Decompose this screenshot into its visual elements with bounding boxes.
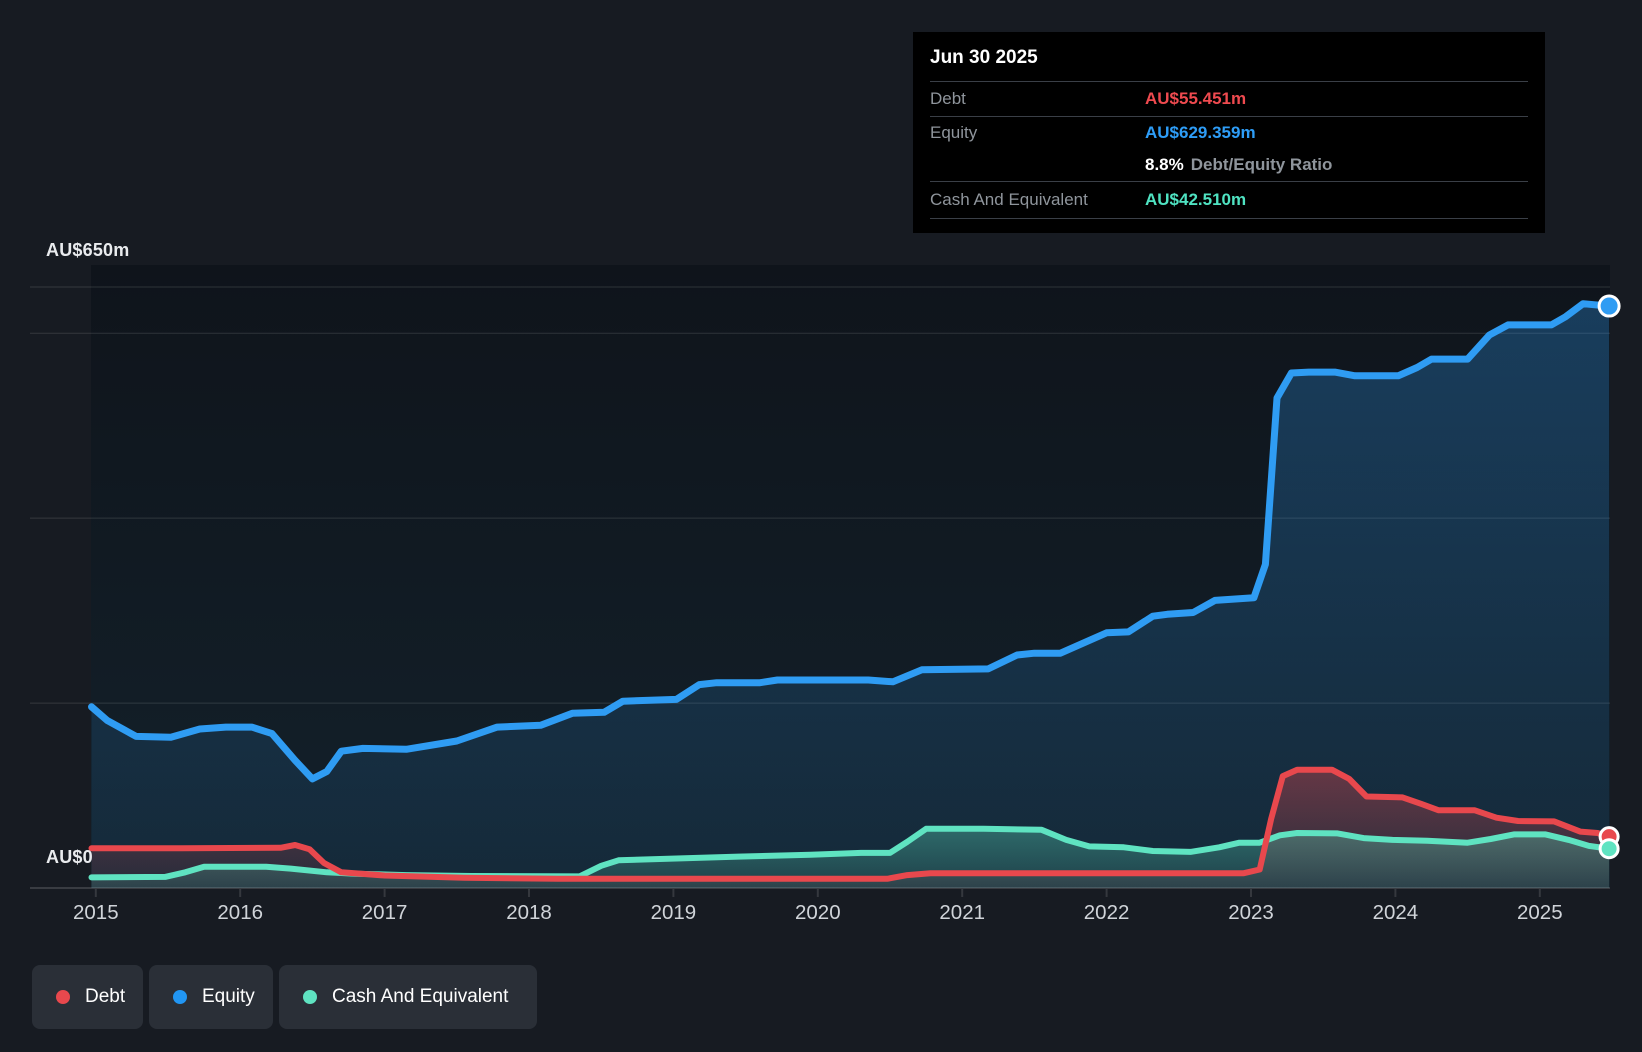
tooltip-cash-label: Cash And Equivalent xyxy=(930,190,1088,209)
cash-dot-icon xyxy=(303,990,317,1004)
legend-item-debt[interactable]: Debt xyxy=(32,965,143,1029)
year-label-2024: 2024 xyxy=(1373,901,1419,924)
debt-line[interactable] xyxy=(88,766,1613,882)
equity-line[interactable] xyxy=(88,300,1613,783)
tooltip-ratio-value: 8.8% xyxy=(1145,155,1184,174)
tooltip-ratio-label: Debt/Equity Ratio xyxy=(1190,155,1333,174)
tooltip-equity-label: Equity xyxy=(930,123,978,142)
year-label-2022: 2022 xyxy=(1084,901,1130,924)
chart-tooltip: Jun 30 2025 Debt AU$55.451m Equity AU$62… xyxy=(913,32,1545,233)
year-label-2016: 2016 xyxy=(217,901,263,924)
legend-cash-label: Cash And Equivalent xyxy=(332,986,509,1007)
tooltip-row-equity: Equity AU$629.359m xyxy=(930,116,1528,149)
tooltip-debt-label: Debt xyxy=(930,89,966,108)
legend-item-cash[interactable]: Cash And Equivalent xyxy=(279,965,537,1029)
legend-equity-label: Equity xyxy=(202,986,255,1007)
y-axis-zero-label: AU$0 xyxy=(46,847,93,867)
year-label-2017: 2017 xyxy=(362,901,408,924)
tooltip-debt-value: AU$55.451m xyxy=(1145,89,1247,108)
equity-end-marker[interactable] xyxy=(1597,294,1621,318)
debt-dot-icon xyxy=(56,990,70,1004)
tooltip-row-debt: Debt AU$55.451m xyxy=(930,81,1528,116)
year-label-2018: 2018 xyxy=(506,901,552,924)
equity-dot-icon xyxy=(173,990,187,1004)
tooltip-date: Jun 30 2025 xyxy=(930,47,1038,68)
year-label-2025: 2025 xyxy=(1517,901,1563,924)
tooltip-cash-value: AU$42.510m xyxy=(1145,190,1247,209)
equity-area-fill xyxy=(91,303,1610,888)
y-axis-max-label: AU$650m xyxy=(46,240,130,260)
year-label-2023: 2023 xyxy=(1228,901,1274,924)
year-label-2021: 2021 xyxy=(939,901,985,924)
chart-legend: Debt Equity Cash And Equivalent xyxy=(32,965,537,1029)
tooltip-row-cash: Cash And Equivalent AU$42.510m xyxy=(930,181,1528,218)
year-label-2019: 2019 xyxy=(651,901,697,924)
year-label-2015: 2015 xyxy=(73,901,119,924)
tooltip-row-ratio: 8.8% Debt/Equity Ratio xyxy=(930,149,1528,181)
legend-debt-label: Debt xyxy=(85,986,126,1007)
legend-item-equity[interactable]: Equity xyxy=(149,965,273,1029)
tooltip-equity-value: AU$629.359m xyxy=(1145,123,1256,142)
year-label-2020: 2020 xyxy=(795,901,841,924)
cash-and-equivalent-end-marker[interactable] xyxy=(1598,838,1620,860)
